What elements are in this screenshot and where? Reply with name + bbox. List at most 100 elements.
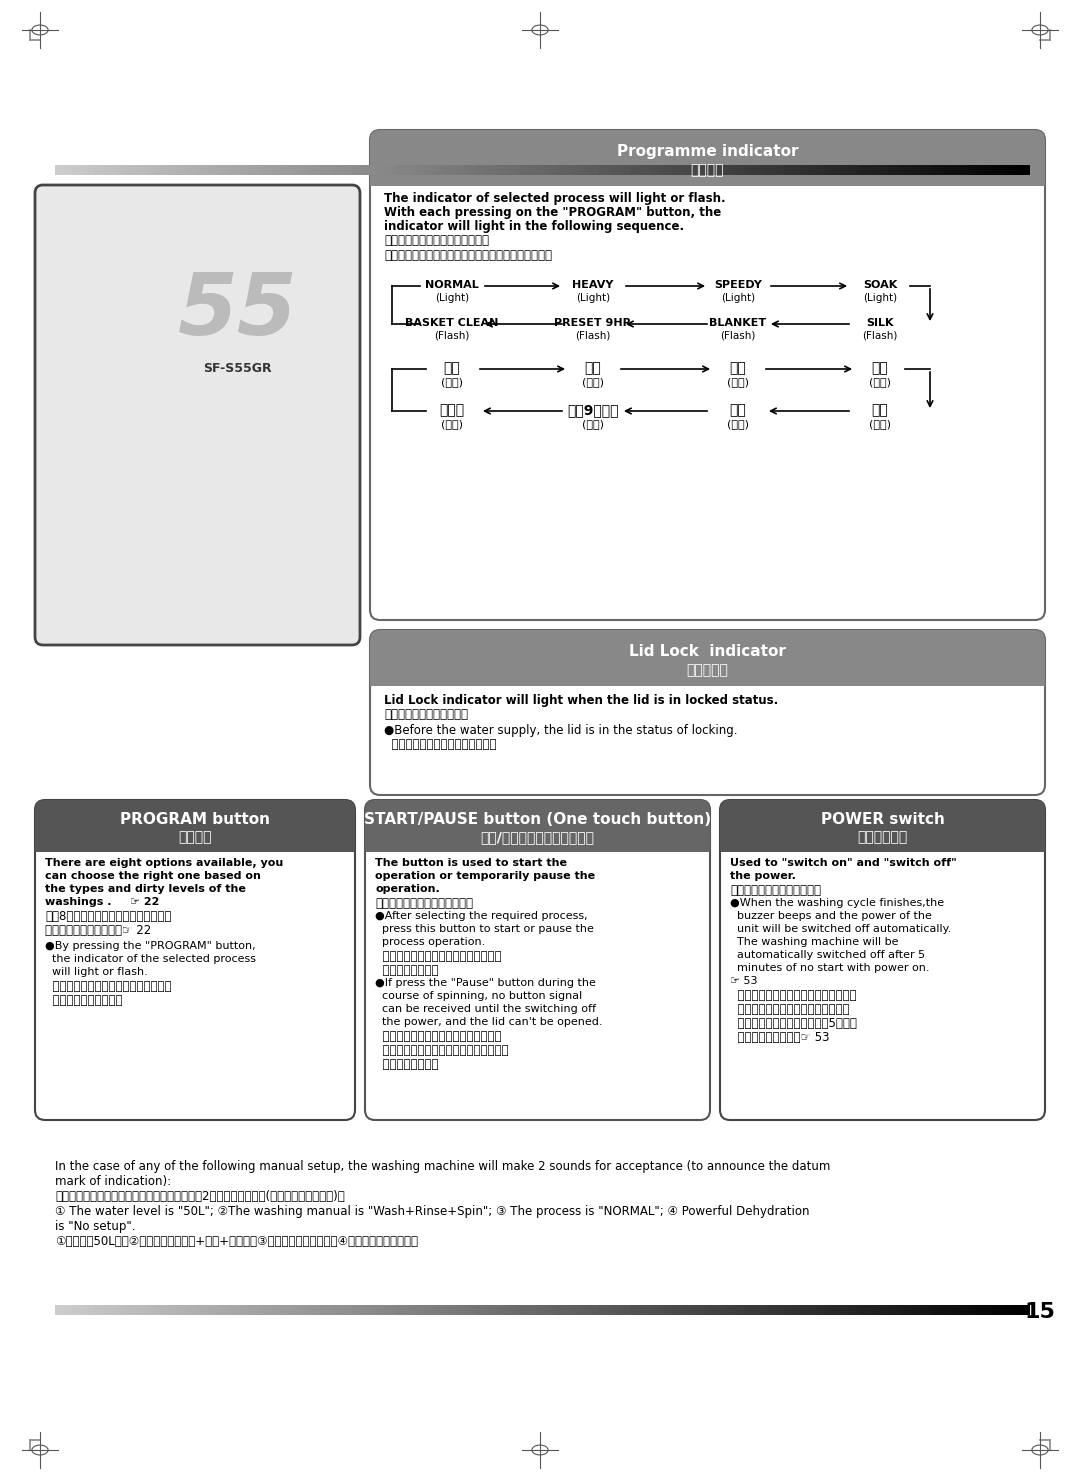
- Text: POWER switch: POWER switch: [821, 813, 944, 827]
- Text: (閃動): (閃動): [441, 419, 463, 429]
- Text: 預校9小時後: 預校9小時後: [567, 403, 619, 417]
- Text: course of spinning, no button signal: course of spinning, no button signal: [375, 992, 582, 1000]
- Text: 簡清洗: 簡清洗: [440, 403, 464, 417]
- Text: 強力: 強力: [584, 361, 602, 374]
- Text: BLANKET: BLANKET: [710, 318, 767, 329]
- Text: (Flash): (Flash): [434, 332, 470, 340]
- Text: 程序按鍵: 程序按鍵: [178, 830, 212, 845]
- Text: the types and dirty levels of the: the types and dirty levels of the: [45, 884, 246, 894]
- Text: the indicator of the selected process: the indicator of the selected process: [45, 955, 256, 963]
- Text: (亮著): (亮著): [441, 377, 463, 386]
- Text: (亮著): (亮著): [727, 377, 750, 386]
- Text: 發出蜂鳴並自動切斷電源。接通電源: 發出蜂鳴並自動切斷電源。接通電源: [730, 1003, 850, 1015]
- FancyBboxPatch shape: [35, 801, 355, 1120]
- Text: 後，不啟動洗衣機，將其放置5分鐘後: 後，不啟動洗衣機，將其放置5分鐘後: [730, 1017, 856, 1030]
- Text: Used to "switch on" and "switch off": Used to "switch on" and "switch off": [730, 858, 957, 867]
- Text: (Flash): (Flash): [862, 332, 897, 340]
- Text: 當手動設定爲下述狀態之一時，洗衣機都會發出2聲表示接收的聲響(以告知您指示基準點)：: 當手動設定爲下述狀態之一時，洗衣機都會發出2聲表示接收的聲響(以告知您指示基準點…: [55, 1190, 345, 1203]
- Text: 機蓋亦不能打開。: 機蓋亦不能打開。: [375, 1058, 438, 1072]
- Text: 被毯: 被毯: [730, 403, 746, 417]
- Text: START/PAUSE button (One touch button): START/PAUSE button (One touch button): [364, 813, 711, 827]
- Text: ●If press the "Pause" button during the: ●If press the "Pause" button during the: [375, 978, 596, 989]
- Text: 機蓋鎖裝置: 機蓋鎖裝置: [687, 663, 728, 678]
- Text: 程序顯示: 程序顯示: [691, 163, 725, 178]
- Text: operation.: operation.: [375, 884, 440, 894]
- Text: 指示燈會點亮或閃動。: 指示燈會點亮或閃動。: [45, 995, 122, 1006]
- Text: 浸洗: 浸洗: [872, 361, 889, 374]
- Text: 機蓋鎖緊時，指示燈亮起。: 機蓋鎖緊時，指示燈亮起。: [384, 707, 468, 721]
- Text: 備有8種程序，可根據衣物的種類和髒污: 備有8種程序，可根據衣物的種類和髒污: [45, 910, 172, 924]
- Text: operation or temporarily pause the: operation or temporarily pause the: [375, 872, 595, 881]
- Text: Lid Lock indicator will light when the lid is in locked status.: Lid Lock indicator will light when the l…: [384, 694, 779, 707]
- Text: SF-S55GR: SF-S55GR: [203, 361, 272, 374]
- Text: ☞ 53: ☞ 53: [730, 975, 757, 986]
- Text: 啟動/暫停按鍵『一按通按鍵』: 啟動/暫停按鍵『一按通按鍵』: [481, 830, 594, 845]
- Text: With each pressing on the "PROGRAM" button, the: With each pressing on the "PROGRAM" butt…: [384, 206, 721, 219]
- FancyBboxPatch shape: [720, 801, 1045, 852]
- Bar: [720, 826, 1045, 852]
- Text: The washing machine will be: The washing machine will be: [730, 937, 899, 947]
- Text: (Flash): (Flash): [576, 332, 610, 340]
- Text: SILK: SILK: [866, 318, 894, 329]
- Bar: [35, 826, 355, 852]
- Text: ●When the washing cycle finishes,the: ●When the washing cycle finishes,the: [730, 898, 944, 909]
- Text: 電源開關按鍵: 電源開關按鍵: [858, 830, 907, 845]
- Text: (Light): (Light): [576, 293, 610, 303]
- Text: can choose the right one based on: can choose the right one based on: [45, 872, 261, 881]
- Bar: [365, 826, 710, 852]
- Text: indicator will light in the following sequence.: indicator will light in the following se…: [384, 221, 684, 232]
- Text: (亮著): (亮著): [869, 377, 891, 386]
- FancyBboxPatch shape: [370, 630, 1045, 687]
- Text: 或暫停執行程序。: 或暫停執行程序。: [375, 963, 438, 977]
- Text: process operation.: process operation.: [375, 937, 485, 947]
- Text: (閃動): (閃動): [869, 419, 891, 429]
- Text: In the case of any of the following manual setup, the washing machine will make : In the case of any of the following manu…: [55, 1160, 831, 1174]
- Text: 被選程序的指示燈會點亮或閃動。: 被選程序的指示燈會點亮或閃動。: [384, 234, 489, 247]
- Text: 55: 55: [178, 269, 298, 354]
- Text: ●Before the water supply, the lid is in the status of locking.: ●Before the water supply, the lid is in …: [384, 724, 738, 737]
- Text: ① The water level is "50L"; ②The washing manual is "Wash+Rinse+Spin"; ③ The proc: ① The water level is "50L"; ②The washing…: [55, 1205, 810, 1218]
- Text: 標準: 標準: [444, 361, 460, 374]
- Text: 電源自動關閉功能運轉結束後，洗衣機: 電源自動關閉功能運轉結束後，洗衣機: [730, 989, 856, 1002]
- Text: 通過按動「程序」按鍵，所選擇的程序: 通過按動「程序」按鍵，所選擇的程序: [45, 980, 172, 993]
- Text: can be received until the switching off: can be received until the switching off: [375, 1003, 596, 1014]
- Bar: [370, 158, 1045, 186]
- Text: There are eight options available, you: There are eight options available, you: [45, 858, 283, 867]
- Text: SPEEDY: SPEEDY: [714, 280, 761, 290]
- Text: ①水位爲『50L』；②洗衣行程爲『洗衣+沖洗+脫水』；③程序爲『標準』程序；④勁脫水爲『無設定』。: ①水位爲『50L』；②洗衣行程爲『洗衣+沖洗+脫水』；③程序爲『標準』程序；④勁…: [55, 1234, 418, 1248]
- Text: 絲絨: 絲絨: [872, 403, 889, 417]
- Text: 開關斷開為止都不再接收任何按鍵信號，: 開關斷開為止都不再接收任何按鍵信號，: [375, 1043, 509, 1057]
- Text: ●By pressing the "PROGRAM" button,: ●By pressing the "PROGRAM" button,: [45, 941, 256, 952]
- Text: 用於電源的「開」和「關」。: 用於電源的「開」和「關」。: [730, 884, 821, 897]
- Text: 如脫水過程中按下『暫停』按鍵後，到: 如脫水過程中按下『暫停』按鍵後，到: [375, 1030, 501, 1043]
- Text: NORMAL: NORMAL: [426, 280, 478, 290]
- FancyBboxPatch shape: [370, 130, 1045, 620]
- Text: ●After selecting the required process,: ●After selecting the required process,: [375, 912, 588, 921]
- Text: will light or flash.: will light or flash.: [45, 966, 148, 977]
- Text: washings .: washings .: [45, 897, 111, 907]
- Text: the power.: the power.: [730, 872, 796, 881]
- Text: 選擇好需要的程序後，按此按鍵可啟動: 選擇好需要的程序後，按此按鍵可啟動: [375, 950, 501, 963]
- Text: PROGRAM button: PROGRAM button: [120, 813, 270, 827]
- Text: 快速: 快速: [730, 361, 746, 374]
- FancyBboxPatch shape: [365, 801, 710, 852]
- Text: (Flash): (Flash): [720, 332, 756, 340]
- Text: 程度來選擇適合的程序。☞ 22: 程度來選擇適合的程序。☞ 22: [45, 924, 151, 937]
- Text: PRESET 9HR: PRESET 9HR: [554, 318, 632, 329]
- FancyBboxPatch shape: [720, 801, 1045, 1120]
- Text: (Light): (Light): [435, 293, 469, 303]
- Text: (亮著): (亮著): [582, 377, 604, 386]
- Text: is "No setup".: is "No setup".: [55, 1220, 135, 1233]
- Text: 15: 15: [1025, 1302, 1055, 1322]
- Text: Lid Lock  indicator: Lid Lock indicator: [629, 644, 786, 659]
- Text: the power, and the lid can't be opened.: the power, and the lid can't be opened.: [375, 1017, 603, 1027]
- Text: 控制洗衣機啟動或暫停時使用。: 控制洗衣機啟動或暫停時使用。: [375, 897, 473, 910]
- Text: 每按一下『程序』按鍵，指示燈會按以下的順序亮起。: 每按一下『程序』按鍵，指示燈會按以下的順序亮起。: [384, 249, 552, 262]
- Text: SOAK: SOAK: [863, 280, 897, 290]
- Text: HEAVY: HEAVY: [572, 280, 613, 290]
- Bar: [370, 659, 1045, 687]
- Text: ☞ 22: ☞ 22: [130, 897, 160, 907]
- Text: unit will be switched off automatically.: unit will be switched off automatically.: [730, 924, 951, 934]
- Text: press this button to start or pause the: press this button to start or pause the: [375, 924, 594, 934]
- Text: automatically switched off after 5: automatically switched off after 5: [730, 950, 926, 961]
